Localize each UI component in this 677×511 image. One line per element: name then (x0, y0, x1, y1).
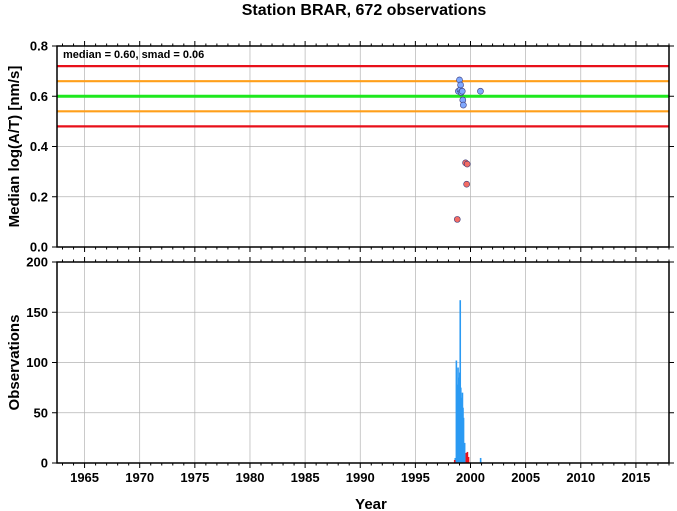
x-axis-label: Year (355, 496, 387, 511)
y-tick-label: 0.4 (30, 139, 49, 154)
histogram-bar (459, 300, 462, 463)
histogram-bar (479, 457, 482, 463)
top-panel-amplitude: median = 0.60, smad = 0.06 0.0 0.2 0.4 0.6 0.… (6, 39, 674, 255)
y-tick-label: 0.0 (30, 240, 48, 255)
histogram-bar (453, 459, 456, 463)
x-tick-label: 1970 (125, 470, 154, 485)
x-tick-label: 2010 (566, 470, 595, 485)
histogram-bar (467, 456, 470, 463)
x-tick-label: 2000 (456, 470, 485, 485)
stats-annotation: median = 0.60, smad = 0.06 (63, 49, 204, 61)
histogram-bar (463, 442, 466, 463)
y-tick-label: 0.2 (30, 189, 48, 204)
data-point (477, 87, 484, 95)
data-point (463, 160, 471, 168)
y-tick-label: 0.6 (30, 89, 48, 104)
x-tick-label: 2005 (511, 470, 540, 485)
y-tick-label: 0.8 (30, 39, 48, 54)
y-tick-label: 150 (26, 305, 48, 320)
y-tick-label: 0 (41, 456, 48, 471)
x-tick-label: 1975 (180, 470, 209, 485)
histogram-bar (466, 451, 469, 463)
y-axis-label: Median log(A/T) [nm/s] (6, 66, 23, 228)
y-tick-label: 100 (26, 355, 48, 370)
x-tick-label: 1995 (401, 470, 430, 485)
data-point (453, 216, 461, 223)
bottom-panel-observations: 1965 1970 1975 1980 1985 1990 1995 2000 2005 2010… (6, 255, 674, 511)
data-point (463, 180, 470, 188)
y-tick-label: 50 (34, 405, 48, 420)
x-tick-label: 2015 (621, 470, 650, 485)
y-tick-label: 200 (26, 255, 48, 270)
histogram-bar (465, 452, 468, 463)
x-tick-label: 1990 (346, 470, 375, 485)
data-point (457, 81, 464, 89)
chart-title: Station BRAR, 672 observations (242, 2, 487, 19)
x-tick-label: 1980 (236, 470, 265, 485)
data-point (458, 87, 466, 95)
y-axis-label: Observations (6, 315, 23, 411)
x-tick-label: 1985 (291, 470, 320, 485)
data-point (460, 101, 467, 109)
histogram-bar (462, 417, 465, 463)
x-tick-label: 1965 (70, 470, 99, 485)
